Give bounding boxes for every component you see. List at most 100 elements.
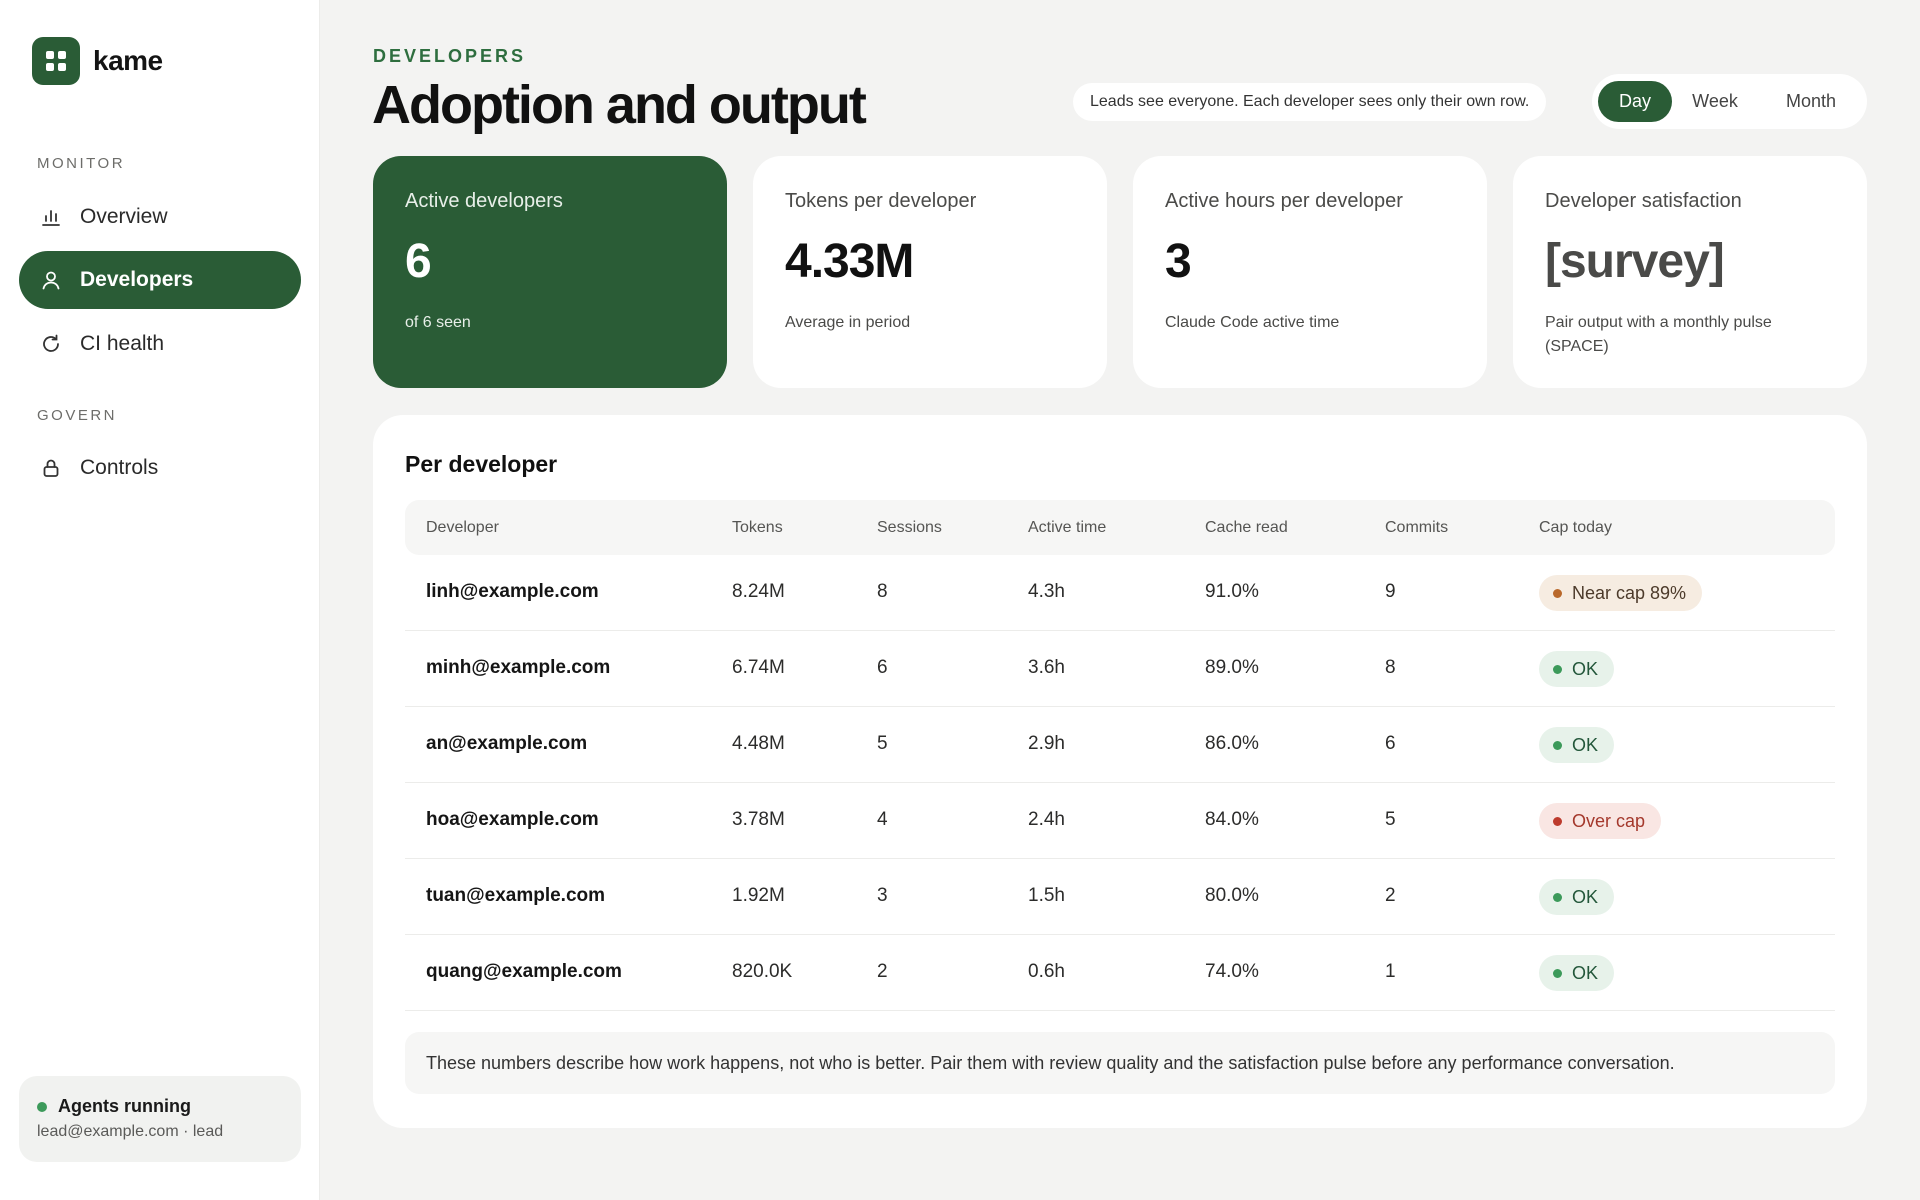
column-header-cache-read[interactable]: Cache read (1205, 519, 1288, 536)
column-header-active-time[interactable]: Active time (1028, 519, 1107, 536)
cap-status-badge: Over cap (1539, 803, 1662, 839)
active-time-cell: 0.6h (1028, 961, 1065, 982)
active-time-cell: 2.4h (1028, 809, 1065, 830)
agents-status-card: Agents running lead@example.com · lead (19, 1076, 301, 1162)
page-title: Adoption and output (372, 75, 867, 135)
panel-title: Per developer (405, 451, 558, 477)
column-header-developer[interactable]: Developer (426, 519, 499, 536)
agents-status-title: Agents running (37, 1096, 301, 1117)
brand[interactable]: kame (32, 37, 163, 85)
status-dot-icon (1553, 968, 1562, 978)
cap-status-label: OK (1572, 734, 1599, 755)
active-time-cell: 1.5h (1028, 885, 1065, 906)
bar-chart-icon (40, 206, 62, 228)
sidebar-item-ci-health[interactable]: CI health (19, 315, 301, 373)
page-eyebrow: DEVELOPERS (373, 46, 527, 66)
commits-cell: 2 (1385, 885, 1396, 906)
table-row[interactable]: an@example.com 4.48M 5 2.9h 86.0% 6 OK (405, 707, 1835, 783)
sidebar-item-controls[interactable]: Controls (19, 439, 301, 497)
commits-cell: 9 (1385, 581, 1396, 602)
visibility-note: Leads see everyone. Each developer sees … (1073, 83, 1547, 121)
cache-read-cell: 84.0% (1205, 809, 1259, 830)
stat-label: Active developers (405, 190, 563, 212)
commits-cell: 1 (1385, 961, 1396, 982)
tokens-cell: 6.74M (732, 657, 785, 678)
status-dot-icon (1553, 892, 1562, 902)
column-header-cap-today[interactable]: Cap today (1539, 519, 1612, 536)
table-footnote: These numbers describe how work happens,… (405, 1032, 1835, 1094)
cap-status-badge: OK (1539, 955, 1615, 991)
cap-status-label: Near cap 89% (1572, 582, 1687, 603)
sidebar: kame MONITOR Overview Developers CI heal… (0, 0, 320, 1200)
developer-email: an@example.com (426, 733, 588, 754)
sidebar-item-overview[interactable]: Overview (19, 188, 301, 246)
tokens-cell: 4.48M (732, 733, 785, 754)
table-row[interactable]: minh@example.com 6.74M 6 3.6h 89.0% 8 OK (405, 631, 1835, 707)
stat-label: Active hours per developer (1165, 190, 1403, 212)
commits-cell: 5 (1385, 809, 1396, 830)
cache-read-cell: 86.0% (1205, 733, 1259, 754)
sessions-cell: 2 (877, 961, 888, 982)
stat-sub: Claude Code active time (1165, 314, 1340, 331)
cache-read-cell: 74.0% (1205, 961, 1259, 982)
active-time-cell: 2.9h (1028, 733, 1065, 754)
period-week-button[interactable]: Week (1692, 91, 1738, 111)
stat-card-active-hours: Active hours per developer 3 Claude Code… (1133, 156, 1487, 388)
period-month-button[interactable]: Month (1785, 91, 1837, 111)
stat-sub: Average in period (785, 314, 911, 331)
sidebar-item-label: Controls (80, 456, 159, 479)
period-day-button[interactable]: Day (1598, 81, 1672, 122)
commits-cell: 6 (1385, 733, 1396, 754)
sessions-cell: 5 (877, 733, 888, 754)
cap-status-badge: Near cap 89% (1539, 575, 1703, 611)
commits-cell: 8 (1385, 657, 1396, 678)
stat-value: 3 (1165, 235, 1192, 288)
current-user: lead@example.com · lead (37, 1123, 224, 1140)
status-dot-icon (1553, 588, 1562, 598)
stat-card-developer-satisfaction: Developer satisfaction [survey] Pair out… (1513, 156, 1867, 388)
cache-read-cell: 80.0% (1205, 885, 1259, 906)
sessions-cell: 8 (877, 581, 888, 602)
sessions-cell: 3 (877, 885, 888, 906)
agents-status-label: Agents running (58, 1096, 191, 1116)
cache-read-cell: 89.0% (1205, 657, 1259, 678)
developer-email: tuan@example.com (426, 885, 606, 906)
table-row[interactable]: quang@example.com 820.0K 2 0.6h 74.0% 1 … (405, 935, 1835, 1011)
stat-sub: Pair output with a monthly pulse (SPACE) (1545, 314, 1772, 355)
column-header-commits[interactable]: Commits (1385, 519, 1449, 536)
developer-email: linh@example.com (426, 581, 599, 602)
table-row[interactable]: tuan@example.com 1.92M 3 1.5h 80.0% 2 OK (405, 859, 1835, 935)
cap-status-label: OK (1572, 962, 1599, 983)
tokens-cell: 1.92M (732, 885, 785, 906)
cache-read-cell: 91.0% (1205, 581, 1259, 602)
tokens-cell: 3.78M (732, 809, 785, 830)
stat-value: 4.33M (785, 235, 914, 288)
column-header-sessions[interactable]: Sessions (877, 519, 942, 536)
cap-status-badge: OK (1539, 651, 1615, 687)
table-header: Developer Tokens Sessions Active time Ca… (405, 500, 1835, 555)
status-dot-icon (1553, 664, 1562, 674)
sidebar-item-label: Overview (80, 205, 168, 228)
active-time-cell: 3.6h (1028, 657, 1065, 678)
sessions-cell: 4 (877, 809, 888, 830)
table-row[interactable]: hoa@example.com 3.78M 4 2.4h 84.0% 5 Ove… (405, 783, 1835, 859)
sidebar-item-label: Developers (80, 268, 194, 291)
stat-value: 6 (405, 235, 432, 288)
column-header-tokens[interactable]: Tokens (732, 519, 783, 536)
sidebar-item-label: CI health (80, 332, 165, 355)
stat-sub: of 6 seen (405, 314, 471, 331)
active-time-cell: 4.3h (1028, 581, 1065, 602)
status-dot-icon (37, 1101, 47, 1112)
nav-section-govern: GOVERN (37, 407, 118, 424)
status-dot-icon (1553, 816, 1562, 826)
status-dot-icon (1553, 740, 1562, 750)
stat-label: Developer satisfaction (1545, 190, 1742, 212)
app-logo-icon (32, 37, 80, 85)
sidebar-item-developers[interactable]: Developers (19, 251, 301, 309)
table-row[interactable]: linh@example.com 8.24M 8 4.3h 91.0% 9 Ne… (405, 555, 1835, 631)
period-toggle: Day Week Month (1592, 74, 1867, 129)
cap-status-badge: OK (1539, 879, 1615, 915)
developer-email: hoa@example.com (426, 809, 599, 830)
cap-status-label: OK (1572, 658, 1599, 679)
refresh-icon (40, 333, 62, 355)
